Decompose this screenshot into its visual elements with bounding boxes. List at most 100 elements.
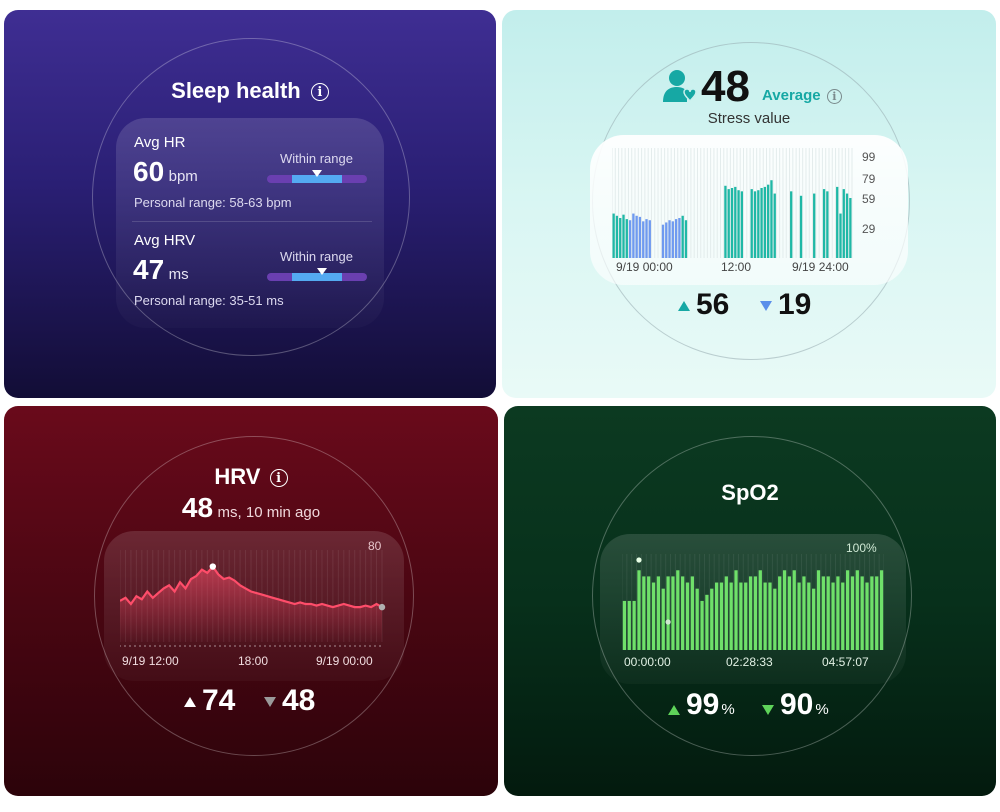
hrv-y-max: 80 [368, 539, 382, 553]
stress-bar [790, 191, 793, 258]
avg-hr-unit: bpm [168, 168, 198, 185]
stress-y-tick-79: 79 [862, 172, 876, 186]
spo2-bar [714, 582, 719, 650]
hrv-value-row: 48 ms, 10 min ago [4, 492, 498, 524]
spo2-x-label-start: 00:00:00 [624, 655, 671, 669]
hrv-line [120, 564, 383, 609]
baseline-dot [289, 645, 291, 647]
stress-bar [674, 219, 678, 258]
stress-chart-card [590, 135, 908, 285]
spo2-bar [792, 570, 796, 650]
avg-hrv-label: Avg HRV [134, 232, 196, 249]
spo2-bar [831, 582, 835, 650]
baseline-dot [169, 645, 171, 647]
spo2-bar [637, 570, 641, 650]
info-icon[interactable]: i [269, 469, 288, 488]
spo2-bar [695, 588, 699, 650]
hrv-x-label-end: 9/19 00:00 [316, 654, 373, 668]
baseline-dot [269, 645, 271, 647]
baseline-dot [254, 645, 256, 647]
triangle-down-icon [264, 697, 276, 708]
triangle-up-icon [678, 301, 690, 312]
baseline-dot [134, 645, 136, 647]
stress-bar [648, 220, 651, 258]
watch-face-outline [94, 436, 414, 756]
watch-face-outline [592, 436, 912, 756]
info-icon[interactable]: i [310, 83, 329, 102]
spo2-bar [700, 600, 704, 650]
baseline-dot [334, 645, 336, 647]
hrv-title-row: HRV i [4, 464, 498, 490]
stress-bar [753, 191, 757, 258]
baseline-dot [299, 645, 301, 647]
stress-x-label-end: 9/19 24:00 [792, 260, 849, 274]
spo2-bar [875, 576, 879, 650]
hrv-high: 74 [202, 684, 236, 717]
spo2-bar [661, 588, 665, 650]
spo2-low: 90 [780, 688, 814, 721]
spo2-bar [870, 576, 874, 650]
stress-card[interactable]: 48 Average i Stress value 99 79 59 29 9/… [502, 10, 996, 398]
spo2-bar [787, 576, 792, 650]
baseline-dot [329, 645, 331, 647]
stress-level-row: Average i [762, 87, 842, 104]
spo2-bar [690, 576, 694, 650]
baseline-dot [184, 645, 186, 647]
spo2-bar [758, 570, 762, 650]
baseline-dot [124, 645, 126, 647]
spo2-bar [744, 582, 748, 650]
info-icon[interactable]: i [826, 88, 842, 104]
stress-high: 56 [696, 288, 730, 321]
avg-hrv-value-row: 47 ms [133, 254, 189, 286]
spo2-bar [676, 570, 680, 650]
spo2-bar [826, 576, 830, 650]
spo2-bar [705, 594, 709, 650]
spo2-bar [627, 600, 631, 650]
spo2-high-unit: % [721, 701, 735, 718]
sleep-title: Sleep health [171, 78, 301, 103]
spo2-bar [729, 582, 733, 650]
baseline-dot [149, 645, 151, 647]
baseline-dot [144, 645, 146, 647]
spo2-y-max: 100% [846, 541, 877, 555]
baseline-dot [199, 645, 201, 647]
stress-bar [773, 193, 776, 258]
sleep-health-card[interactable]: Sleep health i Avg HR 60 bpm Personal ra… [4, 10, 496, 398]
spo2-bar [622, 600, 627, 650]
baseline-dot [249, 645, 251, 647]
stress-chart [612, 148, 853, 258]
stress-bar [750, 189, 753, 258]
avg-hr-range-bar [267, 175, 367, 183]
spo2-bar [821, 576, 825, 650]
stress-value: 48 [701, 62, 750, 111]
stress-bar [826, 191, 829, 258]
spo2-card[interactable]: SpO2 100% 00:00:00 02:28:33 04:57:07 99%… [504, 406, 996, 796]
baseline-dot [294, 645, 296, 647]
baseline-dot [219, 645, 221, 647]
hrv-area [120, 566, 382, 642]
spo2-bar [748, 576, 753, 650]
stress-bar [645, 219, 648, 258]
spo2-bar [778, 576, 782, 650]
avg-hrv-personal-range: Personal range: 35-51 ms [134, 293, 284, 308]
baseline-dot [264, 645, 266, 647]
triangle-down-icon [762, 704, 774, 715]
avg-hr-range-normal [292, 175, 342, 183]
baseline-dot [239, 645, 241, 647]
baseline-dot [284, 645, 286, 647]
spo2-high-row: 99% [668, 688, 735, 722]
baseline-dot [174, 645, 176, 647]
spo2-bar [802, 576, 806, 650]
stress-bar [760, 188, 763, 258]
baseline-dot [204, 645, 206, 647]
baseline-dot [359, 645, 361, 647]
stress-bar [724, 185, 727, 258]
triangle-up-icon [668, 704, 680, 715]
stress-bar [842, 189, 845, 258]
avg-hr-value: 60 [133, 156, 165, 187]
stress-bar [671, 221, 674, 258]
avg-hr-range-marker [312, 170, 322, 177]
spo2-bar [865, 582, 869, 650]
hrv-card[interactable]: HRV i 48 ms, 10 min ago 80 9/19 12:00 18… [4, 406, 498, 796]
spo2-bar [724, 576, 728, 650]
